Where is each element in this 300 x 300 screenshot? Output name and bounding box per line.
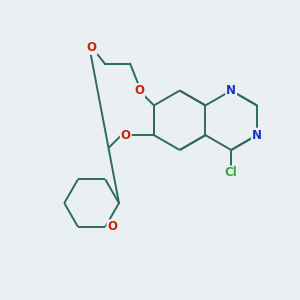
Text: O: O bbox=[107, 220, 117, 233]
Text: O: O bbox=[121, 129, 131, 142]
Text: N: N bbox=[252, 129, 262, 142]
Text: Cl: Cl bbox=[225, 167, 238, 179]
Text: N: N bbox=[226, 84, 236, 97]
Text: O: O bbox=[134, 84, 144, 97]
Text: O: O bbox=[87, 41, 97, 54]
